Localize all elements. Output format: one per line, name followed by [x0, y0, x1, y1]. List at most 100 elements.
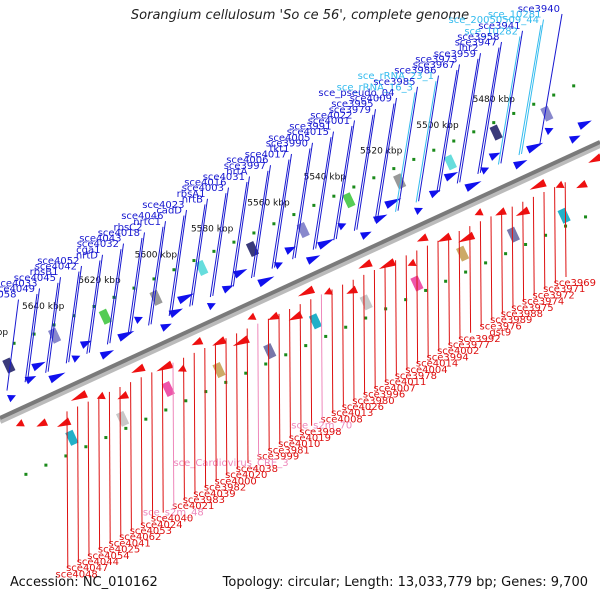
- forward-gene-arrow: [513, 159, 528, 170]
- feature-block: [393, 173, 407, 190]
- forward-gene-arrow: [305, 255, 321, 265]
- tick-mark: [572, 84, 576, 88]
- gene-connector: [310, 299, 313, 426]
- gene-label-bottom: sce3983: [183, 495, 225, 506]
- gene-connector: [448, 235, 450, 346]
- tick-mark: [532, 102, 536, 106]
- forward-gene-arrow: [99, 350, 115, 360]
- forward-gene-arrow: [317, 238, 335, 250]
- gene-label-top: sce3958: [457, 32, 499, 43]
- gene-connector: [151, 372, 154, 519]
- gene-connector: [230, 181, 248, 288]
- gene-label-bottom: sce_s2m_70: [291, 421, 352, 432]
- gene-connector: [257, 323, 260, 457]
- gene-connector: [278, 313, 281, 445]
- gene-connector: [161, 367, 164, 513]
- scale-label: 5600 kbp: [135, 250, 178, 260]
- reverse-gene-arrow: [358, 259, 373, 269]
- gene-label-bottom: sce4013: [331, 408, 373, 419]
- tick-mark: [292, 213, 296, 217]
- feature-block: [65, 429, 79, 446]
- reverse-gene-arrow: [576, 179, 588, 189]
- feature-block: [443, 154, 457, 171]
- tick-mark: [472, 130, 476, 134]
- forward-gene-arrow: [464, 181, 482, 192]
- tick-mark: [464, 270, 468, 274]
- tick-mark: [412, 157, 416, 161]
- backbone-shadow: [0, 142, 600, 424]
- tick-mark: [364, 316, 368, 320]
- gene-label-bottom: sce4004: [405, 365, 447, 376]
- reverse-gene-arrow: [588, 153, 600, 163]
- forward-gene-arrow: [544, 127, 554, 136]
- reverse-gene-arrow: [378, 258, 397, 270]
- forward-gene-arrow: [526, 142, 544, 154]
- tick-mark: [492, 121, 496, 125]
- gene-connector: [274, 153, 292, 268]
- gene-connector: [437, 240, 440, 352]
- gene-label-top: sce4018: [98, 228, 140, 239]
- tick-mark: [552, 93, 556, 97]
- gene-label-top: sce4032: [77, 239, 119, 250]
- gene-connector: [500, 30, 523, 164]
- scale-label: 5500 kbp: [416, 121, 459, 131]
- gene-connector: [335, 120, 355, 240]
- gene-label-top: sce_rRNA_23_1: [358, 71, 434, 82]
- gene-label-top: nrtD: [76, 250, 98, 261]
- forward-gene-arrow: [160, 323, 172, 332]
- gene-connector: [127, 237, 143, 335]
- gene-label-top: sce3979: [329, 105, 371, 116]
- gene-connector: [209, 193, 227, 298]
- tick-mark: [512, 111, 516, 115]
- gene-connector: [564, 182, 567, 278]
- tick-mark: [124, 426, 128, 430]
- scale-label: 5580 kbp: [191, 224, 234, 234]
- gene-label-top: sce4023: [142, 200, 184, 211]
- gene-connector: [395, 260, 397, 377]
- forward-gene-arrow: [359, 231, 372, 240]
- tick-mark: [204, 390, 208, 394]
- gene-connector: [183, 357, 185, 501]
- tick-mark: [64, 454, 68, 458]
- gene-connector: [356, 109, 376, 230]
- gene-connector: [88, 254, 103, 353]
- gene-connector: [479, 41, 502, 173]
- feature-block: [2, 357, 16, 374]
- gene-connector: [47, 277, 61, 372]
- gene-connector: [554, 187, 556, 284]
- gene-label-bottom: sce4008: [320, 414, 362, 425]
- tick-mark: [272, 222, 276, 226]
- gene-connector: [501, 211, 503, 315]
- tick-mark: [544, 233, 548, 237]
- tick-mark: [392, 167, 396, 171]
- gene-label-top: tkt1: [270, 144, 290, 155]
- gene-label-bottom: sce3982: [204, 483, 246, 494]
- gene-connector: [520, 19, 544, 154]
- tick-mark: [312, 203, 316, 207]
- gene-label-top: sce3967: [413, 60, 455, 71]
- feature-block: [263, 343, 277, 360]
- forward-gene-arrow: [133, 316, 143, 325]
- gene-connector: [518, 25, 542, 156]
- gene-connector: [148, 226, 164, 326]
- reverse-gene-arrow: [131, 363, 146, 374]
- forward-gene-arrow: [48, 372, 66, 384]
- gene-label-top: rbsB1: [30, 267, 59, 278]
- gene-connector: [246, 328, 249, 464]
- gene-label-bottom: sce4039: [193, 489, 235, 500]
- reverse-gene-arrow: [495, 207, 507, 216]
- gene-label-bottom: sce3998: [299, 427, 341, 438]
- tick-mark: [164, 408, 168, 412]
- tick-mark: [452, 139, 456, 143]
- forward-gene-arrow: [24, 376, 37, 385]
- gene-label-top: nrtA: [226, 166, 247, 177]
- reverse-gene-arrow: [96, 391, 106, 400]
- gene-label-bottom: sce3971: [543, 284, 585, 295]
- forward-gene-arrow: [443, 172, 459, 182]
- reverse-gene-arrow: [15, 419, 25, 427]
- gene-label-top: sce4001: [308, 116, 350, 127]
- gene-label-top: sce_pseudo_04: [318, 88, 394, 99]
- feature-block: [98, 308, 112, 325]
- gene-connector: [150, 221, 166, 325]
- tick-mark: [172, 268, 176, 272]
